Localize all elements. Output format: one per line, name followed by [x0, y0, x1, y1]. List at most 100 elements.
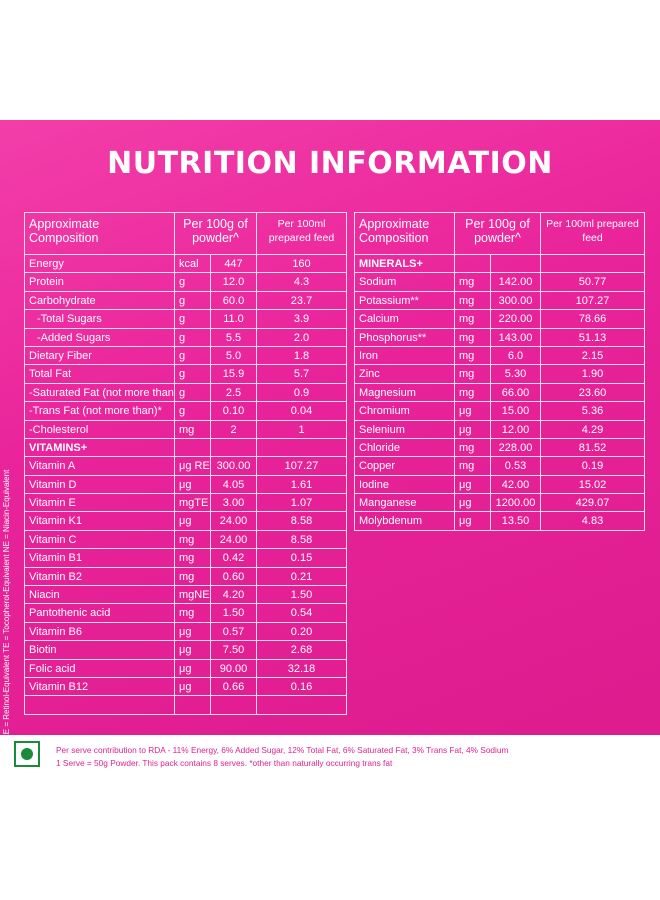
nutrient-unit: μg [455, 512, 491, 531]
footer-text: Per serve contribution to RDA - 11% Ener… [56, 744, 508, 770]
nutrient-unit: g [175, 291, 211, 311]
nutrient-unit: mg [175, 530, 211, 550]
nutrient-name: -Total Sugars [25, 310, 175, 329]
table-row: -Saturated Fat (not more than) g 2.5 0.9 [25, 383, 347, 403]
nutrient-unit: μg [455, 475, 491, 495]
nutrient-name: Selenium [355, 420, 455, 439]
value-per-100ml: 8.58 [257, 530, 347, 550]
table-row: Pantothenic acid mg 1.50 0.54 [25, 604, 347, 623]
nutrient-name: Folic acid [25, 659, 175, 678]
abbreviation-note-text: RE = Retinol-Equivalent TE = Tocopherol-… [2, 469, 11, 740]
nutrient-unit: μg [455, 402, 491, 421]
table-row: Protein g 12.0 4.3 [25, 273, 347, 292]
nutrient-unit: g [175, 328, 211, 347]
value-per-100g: 60.0 [211, 291, 257, 311]
nutrient-name: -Saturated Fat (not more than) [25, 383, 175, 403]
table-body: MINERALS+ Sodium mg 142.00 50.77 Potassium** m… [355, 255, 645, 531]
value-per-100g: 228.00 [491, 438, 541, 458]
nutrient-name: Zinc [355, 365, 455, 384]
nutrient-name [25, 696, 175, 715]
table-row: VITAMINS+ [25, 438, 347, 458]
nutrient-unit: g [175, 310, 211, 329]
table-row: Copper mg 0.53 0.19 [355, 457, 645, 476]
table-row: Energy kcal 447 160 [25, 255, 347, 274]
table-row: -Total Sugars g 11.0 3.9 [25, 310, 347, 329]
nutrient-name: Vitamin B1 [25, 549, 175, 568]
table-row: Phosphorus** mg 143.00 51.13 [355, 328, 645, 347]
nutrient-unit: μg [455, 420, 491, 439]
value-per-100g: 42.00 [491, 475, 541, 495]
nutrient-unit: mg [455, 457, 491, 476]
nutrient-name: Carbohydrate [25, 291, 175, 311]
nutrient-unit: mg [455, 383, 491, 403]
value-per-100g: 12.0 [211, 273, 257, 292]
value-per-100ml: 0.19 [541, 457, 645, 476]
table-row: MINERALS+ [355, 255, 645, 274]
value-per-100ml: 0.9 [257, 383, 347, 403]
value-per-100g: 4.20 [211, 586, 257, 605]
value-per-100g: 24.00 [211, 512, 257, 531]
value-per-100ml: 3.9 [257, 310, 347, 329]
value-per-100g: 447 [211, 255, 257, 274]
nutrient-unit: g [175, 365, 211, 384]
nutrient-unit: mgTE [175, 494, 211, 513]
header-composition: Approximate Composition [25, 213, 175, 255]
nutrient-unit: mg [175, 549, 211, 568]
nutrient-unit: mg [455, 273, 491, 292]
nutrient-unit: μg [175, 622, 211, 642]
nutrient-unit: g [175, 402, 211, 421]
nutrient-unit: μg [455, 494, 491, 513]
table-row: Carbohydrate g 60.0 23.7 [25, 291, 347, 311]
table-header: Approximate Composition Per 100g of powd… [355, 213, 645, 255]
header-composition: Approximate Composition [355, 213, 455, 255]
nutrient-unit: mg [455, 346, 491, 366]
nutrient-name: Iron [355, 346, 455, 366]
value-per-100ml: 0.15 [257, 549, 347, 568]
nutrient-name: -Cholesterol [25, 420, 175, 439]
value-per-100g: 300.00 [211, 457, 257, 476]
table-row: Chromium μg 15.00 5.36 [355, 402, 645, 421]
value-per-100ml: 81.52 [541, 438, 645, 458]
value-per-100g [211, 438, 257, 458]
table-row: Calcium mg 220.00 78.66 [355, 310, 645, 329]
table-row: -Added Sugars g 5.5 2.0 [25, 328, 347, 347]
value-per-100g: 0.57 [211, 622, 257, 642]
value-per-100g: 6.0 [491, 346, 541, 366]
header-per-100ml: Per 100ml prepared feed [541, 213, 645, 255]
value-per-100ml: 1 [257, 420, 347, 439]
table-row: Iodine μg 42.00 15.02 [355, 475, 645, 495]
nutrient-name: MINERALS+ [355, 255, 455, 274]
table-row: Sodium mg 142.00 50.77 [355, 273, 645, 292]
nutrient-unit: g [175, 346, 211, 366]
value-per-100g: 12.00 [491, 420, 541, 439]
nutrient-name: Vitamin B2 [25, 567, 175, 587]
table-row: Potassium** mg 300.00 107.27 [355, 291, 645, 311]
footer: Per serve contribution to RDA - 11% Ener… [0, 735, 660, 778]
table-row: Total Fat g 15.9 5.7 [25, 365, 347, 384]
value-per-100g: 300.00 [491, 291, 541, 311]
value-per-100ml: 4.29 [541, 420, 645, 439]
table-row: -Cholesterol mg 2 1 [25, 420, 347, 439]
value-per-100ml: 2.68 [257, 641, 347, 660]
nutrient-name: Potassium** [355, 291, 455, 311]
nutrient-unit: μg RE [175, 457, 211, 476]
header-per-100ml: Per 100ml prepared feed [257, 213, 347, 255]
value-per-100g: 3.00 [211, 494, 257, 513]
value-per-100ml: 23.7 [257, 291, 347, 311]
table-header: Approximate Composition Per 100g of powd… [25, 213, 347, 255]
value-per-100g: 2.5 [211, 383, 257, 403]
nutrient-unit: mg [175, 604, 211, 623]
nutrient-name: Iodine [355, 475, 455, 495]
nutrient-name: Copper [355, 457, 455, 476]
value-per-100ml: 0.54 [257, 604, 347, 623]
value-per-100ml [257, 696, 347, 715]
nutrient-name: Vitamin D [25, 475, 175, 495]
nutrient-name: Manganese [355, 494, 455, 513]
value-per-100g: 15.9 [211, 365, 257, 384]
value-per-100ml: 8.58 [257, 512, 347, 531]
nutrient-name: Niacin [25, 586, 175, 605]
value-per-100ml: 78.66 [541, 310, 645, 329]
